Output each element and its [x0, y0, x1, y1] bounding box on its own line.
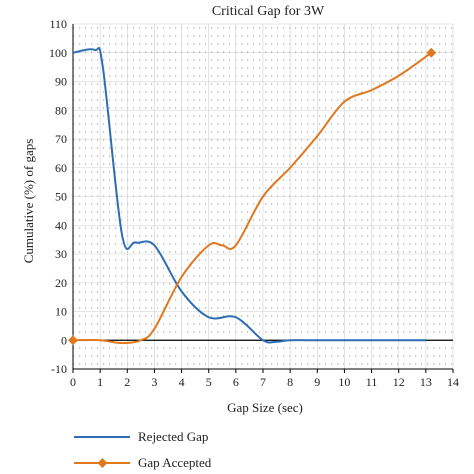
y-tick-label: 40 [55, 218, 67, 232]
x-tick-label: 5 [206, 375, 212, 389]
x-tick-label: 4 [179, 375, 185, 389]
y-tick-label: 80 [55, 103, 67, 117]
x-tick-label: 9 [314, 375, 320, 389]
y-tick-label: 90 [55, 75, 67, 89]
x-tick-label: 14 [447, 375, 459, 389]
legend-label-rejected-gap: Rejected Gap [138, 429, 208, 444]
legend-marker-gap-accepted [97, 458, 108, 468]
y-tick-label: 70 [55, 132, 67, 146]
x-tick-label: 8 [287, 375, 293, 389]
x-tick-label: 1 [97, 375, 103, 389]
y-axis-title: Cumulative (%) of gaps [21, 139, 36, 264]
y-tick-label: 100 [49, 46, 67, 60]
rejected-gap-line [72, 46, 426, 344]
y-tick-label: 10 [55, 305, 67, 319]
x-tick-label: 2 [124, 375, 130, 389]
legend: Rejected Gap Gap Accepted [74, 429, 212, 470]
legend-label-gap-accepted: Gap Accepted [138, 455, 212, 470]
x-tick-label: 12 [393, 375, 405, 389]
gap-accepted-line [72, 51, 432, 345]
y-tick-label: 110 [49, 17, 67, 31]
y-tick-label: 20 [55, 276, 67, 290]
x-tick-label: 7 [260, 375, 266, 389]
y-tick-label: 60 [55, 161, 67, 175]
chart-title: Critical Gap for 3W [212, 4, 325, 19]
x-tick-label: 10 [338, 375, 350, 389]
x-tick-label: 11 [366, 375, 378, 389]
y-tick-label: 30 [55, 247, 67, 261]
x-tick-label: 13 [420, 375, 432, 389]
x-tick-label: 3 [151, 375, 157, 389]
y-tick-label: 0 [61, 333, 67, 347]
x-axis-title: Gap Size (sec) [227, 400, 303, 415]
x-tick-label: 6 [233, 375, 239, 389]
x-tick-label: 0 [70, 375, 76, 389]
y-tick-label: -10 [51, 362, 67, 376]
y-tick-label: 50 [55, 190, 67, 204]
